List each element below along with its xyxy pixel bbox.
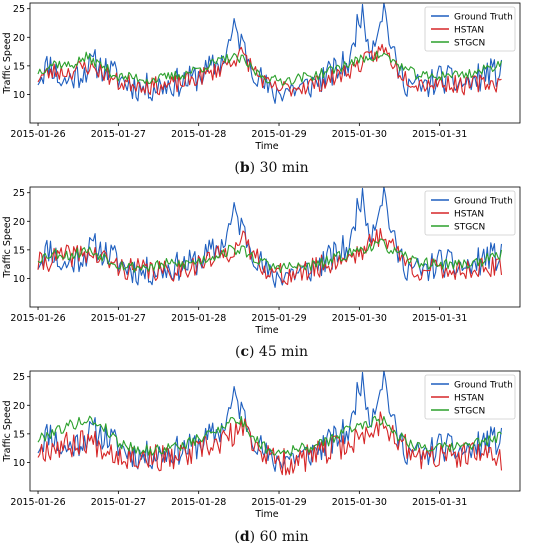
x-tick-label: 2015-01-30: [332, 313, 387, 324]
chart-60min: 10 15 20 25 2015-01-26 2015-01-27 2015-01-28 20…: [2, 370, 521, 520]
caption-letter: b: [239, 160, 250, 176]
chart-panel-60min: 10 15 20 25 2015-01-26 2015-01-27 2015-01-28 20…: [0, 368, 543, 526]
x-tick-label: 2015-01-27: [91, 129, 146, 140]
plot-area: [37, 3, 503, 104]
caption-letter: d: [239, 529, 250, 545]
legend-label: Ground Truth: [454, 381, 513, 391]
y-tick-label: 25: [13, 188, 25, 199]
series-line-hstan: [37, 227, 503, 286]
legend-label: HSTAN: [454, 26, 484, 36]
x-tick-label: 2015-01-28: [171, 497, 226, 508]
legend: Ground Truth HSTAN STGCN: [424, 190, 516, 236]
x-tick-label: 2015-01-30: [332, 129, 387, 140]
legend-label: STGCN: [454, 407, 485, 417]
caption-45min: (c) 45 min: [235, 344, 308, 360]
y-tick-label: 20: [13, 401, 25, 412]
x-axis-label: Time: [254, 325, 278, 336]
legend-label: STGCN: [454, 39, 485, 49]
axes-frame: [29, 370, 521, 492]
x-tick-label: 2015-01-27: [91, 313, 146, 324]
caption-text: 60 min: [255, 529, 309, 545]
x-tick-label: 2015-01-28: [171, 129, 226, 140]
series-line-hstan: [37, 411, 503, 476]
y-tick-label: 15: [13, 429, 25, 440]
legend-label: Ground Truth: [454, 13, 513, 23]
chart-45min: 10 15 20 25 2015-01-26 2015-01-27 2015-01-28 20…: [2, 186, 521, 336]
legend: Ground Truth HSTAN STGCN: [424, 374, 516, 420]
plot-area: [37, 187, 503, 288]
x-tick-label: 2015-01-28: [171, 313, 226, 324]
y-tick-label: 10: [13, 90, 25, 101]
y-tick-label: 15: [13, 61, 25, 72]
series-line-stgcn: [37, 238, 503, 274]
axes-frame: [29, 2, 521, 124]
legend-label: HSTAN: [454, 210, 484, 220]
plot-area: [37, 371, 503, 476]
legend-label: Ground Truth: [454, 197, 513, 207]
y-tick-label: 25: [13, 4, 25, 15]
x-tick-label: 2015-01-29: [251, 129, 306, 140]
y-tick-label: 10: [13, 274, 25, 285]
caption-text: 45 min: [254, 344, 308, 360]
y-tick-label: 25: [13, 372, 25, 383]
legend-label: HSTAN: [454, 394, 484, 404]
axes-frame: [29, 186, 521, 308]
caption-30min: (b) 30 min: [234, 160, 309, 176]
series-line-stgcn: [37, 415, 502, 457]
legend-box: [424, 374, 516, 420]
x-tick-label: 2015-01-26: [10, 129, 65, 140]
y-tick-label: 20: [13, 33, 25, 44]
chart-30min: 10 15 20 25 2015-01-26 2015-01-27 2015-01-28 20…: [2, 2, 521, 152]
x-axis-label: Time: [254, 509, 278, 520]
x-tick-label: 2015-01-29: [251, 313, 306, 324]
series-line-ground-truth: [37, 187, 503, 288]
caption-letter: c: [240, 344, 250, 360]
legend-box: [424, 190, 516, 236]
legend-box: [424, 6, 516, 52]
x-tick-label: 2015-01-26: [10, 313, 65, 324]
y-tick-label: 15: [13, 245, 25, 256]
y-tick-label: 20: [13, 217, 25, 228]
chart-panel-45min: 10 15 20 25 2015-01-26 2015-01-27 2015-01-28 20…: [0, 184, 543, 342]
x-tick-label: 2015-01-30: [332, 497, 387, 508]
caption-60min: (d) 60 min: [234, 529, 309, 545]
series-line-ground-truth: [37, 371, 503, 472]
x-tick-label: 2015-01-31: [412, 129, 467, 140]
series-line-stgcn: [37, 50, 503, 86]
legend: Ground Truth HSTAN STGCN: [424, 6, 516, 52]
x-tick-label: 2015-01-27: [91, 497, 146, 508]
x-tick-label: 2015-01-31: [412, 497, 467, 508]
x-tick-label: 2015-01-26: [10, 497, 65, 508]
chart-panel-30min: 10 15 20 25 2015-01-26 2015-01-27 2015-01-28 20…: [0, 0, 543, 158]
x-tick-label: 2015-01-31: [412, 313, 467, 324]
x-axis-label: Time: [254, 141, 278, 152]
x-tick-label: 2015-01-29: [251, 497, 306, 508]
y-axis-label: Traffic Speed: [2, 32, 13, 94]
y-tick-label: 10: [13, 458, 25, 469]
y-axis-label: Traffic Speed: [2, 216, 13, 278]
caption-text: 30 min: [255, 160, 309, 176]
legend-label: STGCN: [454, 223, 485, 233]
y-axis-label: Traffic Speed: [2, 400, 13, 462]
